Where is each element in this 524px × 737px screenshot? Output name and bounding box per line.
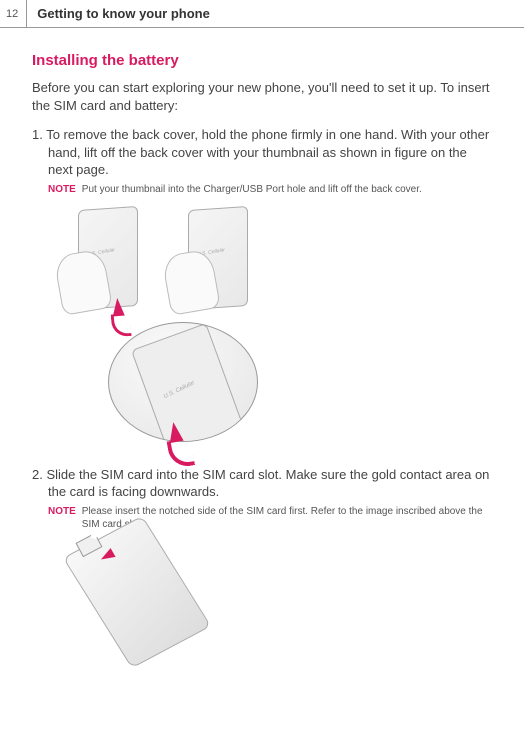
note-text: Put your thumbnail into the Charger/USB … — [82, 183, 492, 196]
phone-illustration: U.S. Cellular — [131, 323, 247, 442]
step-2: 2. Slide the SIM card into the SIM card … — [32, 466, 492, 501]
header-title: Getting to know your phone — [26, 0, 210, 28]
note-label: NOTE — [48, 505, 82, 531]
note-2: NOTE Please insert the notched side of t… — [48, 505, 492, 531]
page-number: 12 — [4, 8, 26, 20]
note-label: NOTE — [48, 183, 82, 196]
step-1: 1. To remove the back cover, hold the ph… — [32, 126, 492, 179]
page-header: 12 Getting to know your phone — [0, 0, 524, 28]
figure-1: U.S. Cellular U.S. Cellular U.S. Cellula… — [48, 202, 328, 452]
intro-text: Before you can start exploring your new … — [32, 79, 492, 114]
carrier-label: U.S. Cellular — [163, 380, 196, 400]
page-content: Installing the battery Before you can st… — [0, 28, 524, 647]
arrow-icon — [111, 297, 125, 316]
detail-circle: U.S. Cellular — [108, 322, 258, 442]
figure-2 — [72, 537, 222, 647]
note-1: NOTE Put your thumbnail into the Charger… — [48, 183, 492, 196]
section-title: Installing the battery — [32, 52, 492, 69]
